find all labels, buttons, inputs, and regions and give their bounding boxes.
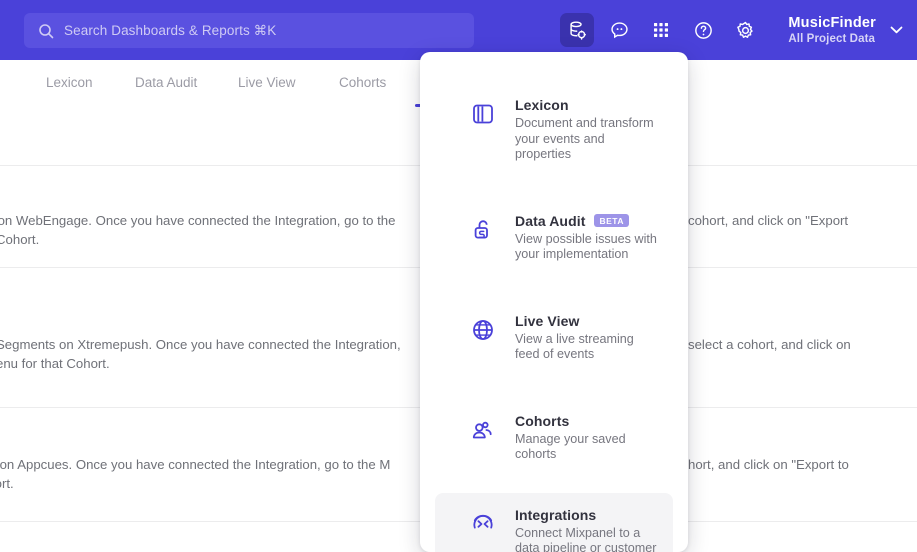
gear-icon[interactable] <box>728 13 762 47</box>
unlocked-padlock-icon <box>469 213 499 244</box>
menu-item-body: Cohorts Manage your saved cohorts <box>515 413 657 463</box>
tab-live-view[interactable]: Live View <box>238 75 296 90</box>
menu-item-description: Connect Mixpanel to a data pipeline or c… <box>515 525 657 552</box>
menu-item-title: Live View <box>515 312 580 329</box>
search-input[interactable]: Search Dashboards & Reports ⌘K <box>24 13 474 48</box>
search-placeholder: Search Dashboards & Reports ⌘K <box>64 22 277 38</box>
menu-item-title: Data Audit <box>515 212 586 229</box>
background-text: select a cohort, and click on <box>688 337 851 352</box>
menu-item-title-row: Lexicon <box>515 97 657 113</box>
menu-item-body: Live View View a live streaming feed of … <box>515 313 657 363</box>
chevron-down-icon[interactable] <box>890 23 903 37</box>
menu-item-body: Lexicon Document and transform your even… <box>515 97 657 163</box>
background-text: Segments on Xtremepush. Once you have co… <box>0 337 401 352</box>
menu-item-title-row: Data Audit BETA <box>515 213 657 229</box>
menu-item-integrations[interactable]: Integrations Connect Mixpanel to a data … <box>435 492 673 552</box>
people-icon <box>469 413 499 444</box>
background-text: es on WebEngage. Once you have connected… <box>0 213 396 228</box>
data-management-icon[interactable] <box>560 13 594 47</box>
help-circle-icon[interactable] <box>686 13 720 47</box>
menu-item-cohorts[interactable]: Cohorts Manage your saved cohorts <box>435 399 673 477</box>
tab-cohorts[interactable]: Cohorts <box>339 75 387 90</box>
menu-item-body: Integrations Connect Mixpanel to a data … <box>515 507 657 552</box>
search-icon <box>38 23 54 39</box>
background-text: hort, and click on "Export to <box>688 457 849 472</box>
background-text: hat Cohort. <box>0 232 40 247</box>
menu-item-description: View a live streaming feed of events <box>515 331 634 362</box>
integrations-arrows-icon <box>469 507 499 538</box>
menu-item-title-row: Cohorts <box>515 413 657 429</box>
menu-item-description: Manage your saved cohorts <box>515 431 626 462</box>
dropdown-item-list: Lexicon Document and transform your even… <box>420 52 688 552</box>
background-text: cohort, and click on "Export <box>688 213 849 228</box>
menu-item-description: Document and transform your events and p… <box>515 116 654 161</box>
menu-item-body: Data Audit BETA View possible issues wit… <box>515 213 657 263</box>
apps-grid-icon[interactable] <box>644 13 678 47</box>
menu-item-description: View possible issues with your implement… <box>515 231 657 262</box>
data-management-dropdown-panel: Lexicon Document and transform your even… <box>420 52 688 552</box>
background-text: enu for that Cohort. <box>0 356 110 371</box>
tab-lexicon[interactable]: Lexicon <box>46 75 93 90</box>
project-switcher[interactable]: MusicFinder All Project Data <box>788 0 903 60</box>
menu-item-title-row: Live View <box>515 313 657 329</box>
speech-bubble-icon[interactable] <box>602 13 636 47</box>
top-header: Search Dashboards & Reports ⌘K <box>0 0 917 60</box>
menu-item-lexicon[interactable]: Lexicon Document and transform your even… <box>435 83 673 177</box>
menu-item-data-audit[interactable]: Data Audit BETA View possible issues wit… <box>435 199 673 277</box>
background-text: ohort. <box>0 476 14 491</box>
globe-icon <box>469 313 499 344</box>
project-name: MusicFinder <box>788 14 876 31</box>
menu-item-title: Cohorts <box>515 412 570 429</box>
menu-item-live-view[interactable]: Live View View a live streaming feed of … <box>435 299 673 377</box>
menu-item-title-row: Integrations <box>515 507 657 523</box>
project-text: MusicFinder All Project Data <box>788 14 876 47</box>
menu-item-title: Lexicon <box>515 97 569 113</box>
lexicon-book-icon <box>469 97 499 128</box>
background-text: es on Appcues. Once you have connected t… <box>0 457 391 472</box>
menu-item-title: Integrations <box>515 506 597 523</box>
project-subtitle: All Project Data <box>788 32 875 45</box>
status-badge: BETA <box>594 214 629 227</box>
header-icon-group <box>560 0 762 60</box>
tab-data-audit[interactable]: Data Audit <box>135 75 198 90</box>
